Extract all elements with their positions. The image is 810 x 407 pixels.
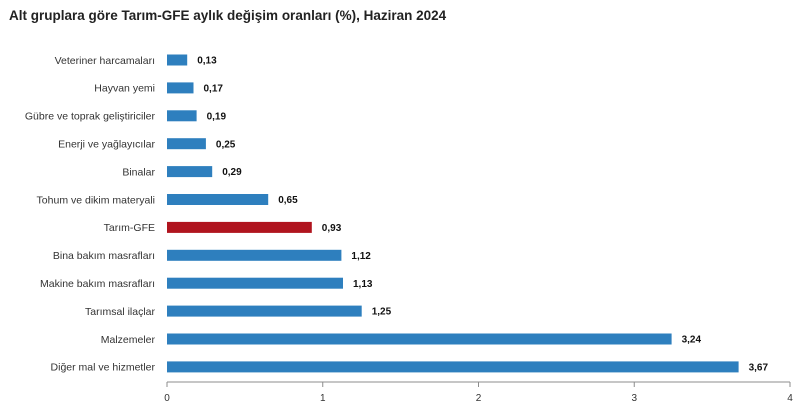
bar [167,361,739,373]
x-tick-label: 4 [787,393,793,404]
value-label: 0,13 [197,56,217,67]
bar [167,333,672,345]
value-label: 3,24 [682,335,702,346]
bar [167,305,362,317]
value-label: 0,65 [278,195,298,206]
category-label: Diğer mal ve hizmetler [51,362,156,374]
bar [167,249,342,261]
category-labels-group: Veteriner harcamaları Hayvan yemi Gübre ve… [25,55,156,374]
x-tick-label: 2 [476,393,482,404]
category-label: Gübre ve toprak geliştiriciler [25,111,156,123]
category-label: Enerji ve yağlayıcılar [58,139,155,151]
bar [167,221,312,233]
x-tick-label: 0 [164,393,170,404]
bars-group [167,54,739,373]
bar [167,138,206,150]
value-label: 0,25 [216,139,236,150]
x-tick-label: 1 [320,393,326,404]
category-label: Veteriner harcamaları [55,55,155,67]
value-label: 0,29 [222,167,242,178]
category-label: Hayvan yemi [94,83,155,95]
category-label: Binalar [122,166,155,178]
value-label: 0,19 [207,111,227,122]
value-label: 1,12 [351,251,371,262]
x-axis: 0 1 2 3 4 [164,381,793,404]
bar [167,166,213,178]
value-label: 3,67 [749,363,769,374]
x-tick-label: 3 [631,393,637,404]
value-label: 0,93 [322,223,342,234]
value-label: 0,17 [204,84,224,95]
bar [167,54,188,66]
category-label: Tohum ve dikim materyali [37,194,155,206]
category-label: Malzemeler [101,334,156,346]
bar [167,82,194,94]
category-label: Tarımsal ilaçlar [85,306,156,318]
category-label: Bina bakım masrafları [53,250,155,262]
value-label: 1,13 [353,279,373,290]
category-label: Makine bakım masrafları [40,278,155,290]
category-label: Tarım-GFE [104,222,155,234]
value-label: 1,25 [372,307,392,318]
bar [167,194,269,205]
bar [167,110,197,122]
chart-title: Alt gruplara göre Tarım-GFE aylık değişi… [9,8,447,23]
bar [167,277,343,289]
value-labels-group: 0,13 0,17 0,19 0,25 0,29 0,65 0,93 1,12 1,13 1,25… [197,56,768,374]
